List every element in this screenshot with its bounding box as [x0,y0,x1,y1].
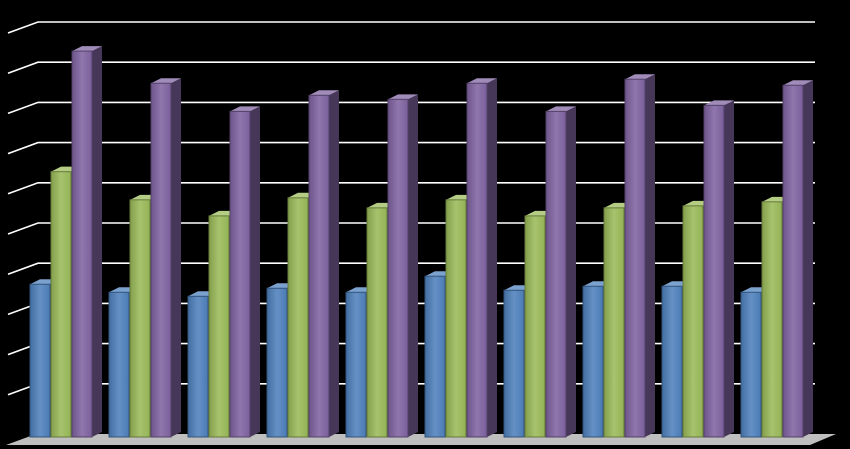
bar-top [783,80,813,86]
bar-front [387,98,409,438]
bar-top [230,106,260,112]
bar-front [108,291,130,438]
bar-top [704,100,734,106]
bar [782,80,813,438]
bar-front [229,110,251,438]
bar [150,78,181,438]
bar-side [803,80,813,437]
bar-side [724,100,734,437]
bar-front [782,84,804,438]
bar-front [71,50,93,438]
bar-side [408,94,418,437]
bar [387,94,418,438]
bar-front [129,199,151,438]
bar-front [582,285,604,438]
bar-front [287,197,309,438]
bar-front [308,94,330,438]
bar-front [661,285,683,438]
bars [29,46,813,438]
gridlines [7,21,815,396]
bar-front [503,289,525,438]
bar-front [366,207,388,438]
gridline [7,21,815,34]
bar [308,90,339,438]
bar-front [603,207,625,438]
bar-top [72,46,102,52]
bar-front [187,295,209,438]
bar [703,100,734,438]
bar [229,106,260,438]
bar-side [329,90,339,438]
bar-front [682,205,704,438]
bar-front [29,283,51,438]
bar-side [250,106,260,437]
bar-front [524,215,546,438]
bar-front [445,199,467,438]
bar-top [388,94,418,100]
bar [545,106,576,438]
bar-front [740,291,762,438]
bar-front [545,110,567,438]
bar-side [645,74,655,437]
bar-front [703,104,725,438]
bar-front [761,201,783,438]
bar-front [208,215,230,438]
bar-front [424,275,446,438]
bar-top [151,78,181,84]
bar-top [546,106,576,112]
bar-top [625,74,655,80]
bar-front [50,171,72,438]
bar-side [566,106,576,437]
bar [624,74,655,438]
bar-front [466,82,488,438]
bar-front [150,82,172,438]
bar-top [467,78,497,84]
bar [71,46,102,438]
bar-side [92,46,102,437]
bar-side [487,78,497,438]
bar [466,78,497,438]
bar-side [171,78,181,438]
gridline [7,101,815,115]
bar-front [266,287,288,438]
bar-front [624,78,646,438]
bar-front [345,291,367,438]
gridline [7,61,815,74]
bar-top [309,90,339,96]
